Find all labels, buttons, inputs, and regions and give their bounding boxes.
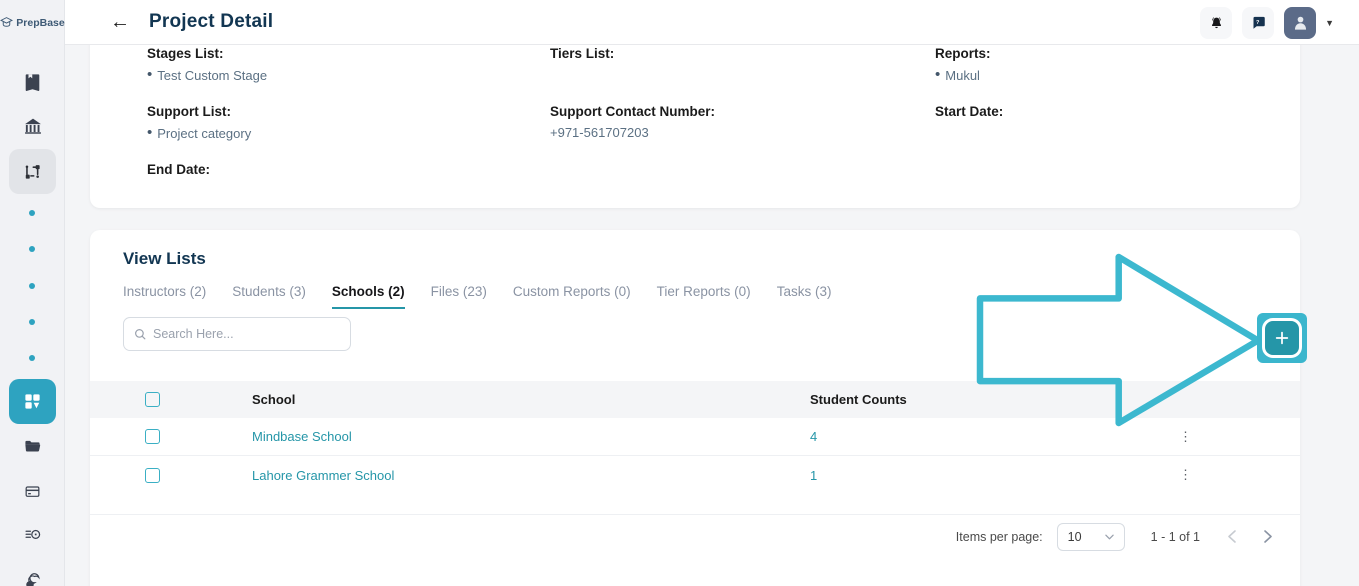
svg-text:?: ? (1256, 20, 1260, 26)
